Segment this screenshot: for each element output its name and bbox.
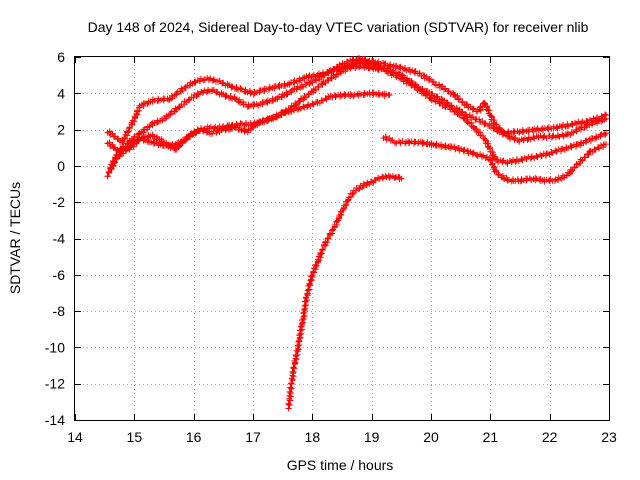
x-tick-label: 15 bbox=[127, 429, 143, 445]
y-tick-label: -6 bbox=[53, 267, 66, 283]
x-tick-label: 23 bbox=[601, 429, 617, 445]
y-axis-label: SDTVAR / TECUs bbox=[7, 182, 23, 294]
y-tick-label: -14 bbox=[45, 412, 65, 428]
x-axis-label: GPS time / hours bbox=[287, 457, 394, 473]
series-track-d bbox=[104, 62, 610, 180]
x-tick-label: 17 bbox=[245, 429, 261, 445]
y-tick-label: 4 bbox=[57, 85, 65, 101]
y-tick-label: 6 bbox=[57, 49, 65, 65]
plot-frame bbox=[74, 56, 610, 421]
x-tick-label: 21 bbox=[483, 429, 499, 445]
y-tick-label: -2 bbox=[53, 194, 66, 210]
y-tick-label: 0 bbox=[57, 158, 65, 174]
series-markers bbox=[285, 172, 405, 412]
y-tick-label: -10 bbox=[45, 339, 65, 355]
series-markers bbox=[380, 133, 610, 185]
ticks: 14 15 16 17 18 19 20 21 22 23 -14 -12 -10 -8 -6 -4 -2 0 2 4… bbox=[45, 49, 617, 445]
y-tick-label: -8 bbox=[53, 303, 66, 319]
x-tick-label: 18 bbox=[305, 429, 321, 445]
series-track-e bbox=[380, 133, 610, 185]
y-tick-label: 2 bbox=[57, 122, 65, 138]
x-tick-label: 22 bbox=[542, 429, 558, 445]
x-tick-label: 16 bbox=[186, 429, 202, 445]
series-markers bbox=[104, 62, 610, 180]
y-tick-label: -4 bbox=[53, 231, 66, 247]
series-track-a bbox=[104, 58, 610, 146]
x-tick-label: 20 bbox=[423, 429, 439, 445]
x-tick-label: 14 bbox=[67, 429, 83, 445]
series-track-f bbox=[285, 172, 405, 412]
series-markers bbox=[104, 58, 610, 146]
chart-title: Day 148 of 2024, Sidereal Day-to-day VTE… bbox=[88, 19, 589, 35]
y-tick-label: -12 bbox=[45, 376, 65, 392]
x-tick-label: 19 bbox=[364, 429, 380, 445]
data-points bbox=[104, 54, 610, 412]
